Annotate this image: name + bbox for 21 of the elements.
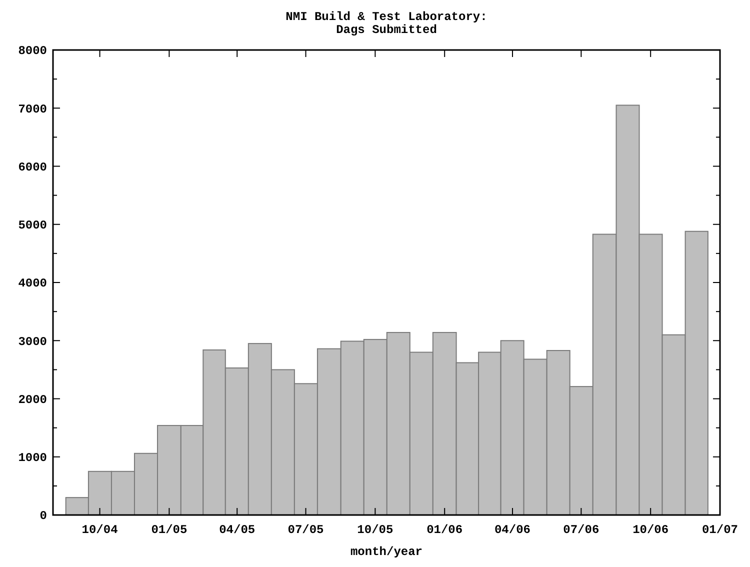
y-tick-label: 3000 (18, 334, 47, 349)
x-tick-label: 07/05 (288, 523, 324, 537)
y-tick-label: 0 (40, 509, 47, 524)
chart-title: NMI Build & Test Laboratory: Dags Submitted (286, 10, 488, 37)
x-tick-label: 10/04 (82, 523, 118, 537)
y-tick-label: 4000 (18, 276, 47, 291)
x-tick-label: 01/07 (702, 523, 738, 537)
x-tick-label: 01/06 (426, 523, 463, 537)
y-tick-label: 5000 (18, 218, 47, 233)
y-tick-label: 8000 (18, 44, 47, 58)
y-tick-label: 1000 (18, 451, 47, 466)
x-tick-label: 10/05 (357, 523, 394, 537)
x-tick-label: 07/06 (563, 523, 600, 537)
x-tick-label: 10/06 (632, 523, 669, 537)
x-tick-label: 01/05 (151, 523, 188, 537)
y-tick-label: 2000 (18, 392, 47, 407)
y-tick-label: 7000 (18, 102, 47, 116)
x-axis-title: month/year (350, 545, 423, 559)
x-tick-label: 04/05 (219, 523, 256, 537)
x-tick-label: 04/06 (494, 523, 531, 537)
y-tick-label: 6000 (18, 160, 47, 174)
